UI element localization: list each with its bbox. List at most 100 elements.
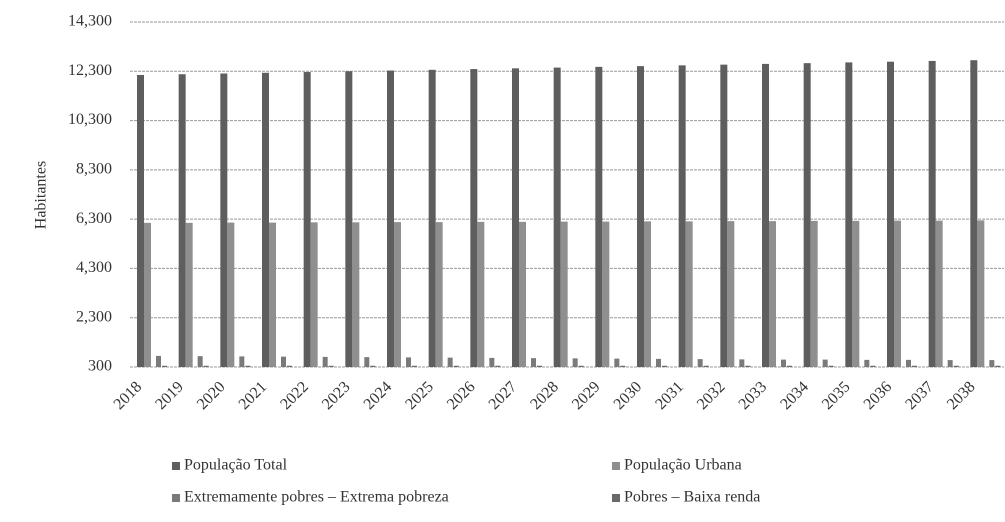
x-tick-label: 2038 — [944, 378, 979, 413]
x-tick-label: 2032 — [694, 378, 729, 413]
bar — [489, 357, 495, 367]
bar — [162, 365, 167, 367]
bar — [970, 60, 978, 367]
y-tick-label: 14,300 — [68, 13, 112, 30]
legend-label: Extremamente pobres – Extrema pobreza — [184, 489, 449, 506]
x-tick-label: 2018 — [111, 378, 146, 413]
legend-label: População Total — [184, 457, 288, 474]
bar — [328, 365, 334, 367]
legend-swatch — [172, 494, 180, 502]
x-tick-label: 2028 — [527, 378, 562, 413]
bar — [935, 220, 943, 367]
bar — [245, 365, 251, 367]
bar — [428, 69, 436, 368]
bar — [185, 222, 193, 367]
bar — [364, 357, 370, 367]
y-axis-label: Habitantes — [33, 161, 50, 229]
bar — [137, 74, 144, 367]
x-tick-label: 2031 — [652, 378, 687, 413]
bar — [906, 359, 911, 367]
bar — [512, 68, 519, 367]
x-tick-label: 2022 — [277, 378, 312, 413]
bar — [203, 365, 209, 367]
legend-swatch — [612, 494, 620, 502]
bar — [519, 221, 526, 367]
bar — [322, 356, 328, 367]
bar — [578, 365, 584, 367]
bar — [435, 222, 443, 367]
x-tick-label: 2020 — [194, 378, 229, 413]
bar — [781, 359, 786, 367]
x-tick-label: 2033 — [736, 378, 771, 413]
x-tick-label: 2019 — [152, 378, 187, 413]
y-tick-label: 10,300 — [68, 111, 112, 128]
x-tick-label: 2026 — [444, 378, 479, 413]
y-tick-label: 12,300 — [68, 62, 112, 79]
y-tick-label: 4,300 — [76, 259, 112, 276]
y-tick-label: 2,300 — [76, 308, 112, 325]
bar — [352, 222, 360, 367]
bar — [178, 74, 186, 367]
bar — [697, 359, 703, 367]
bar — [662, 365, 667, 367]
bar — [977, 220, 985, 367]
bar — [769, 221, 776, 367]
bar — [614, 358, 620, 367]
bar — [845, 62, 853, 368]
bar — [239, 356, 245, 367]
bar — [310, 222, 318, 367]
bar — [560, 221, 568, 367]
x-tick-label: 2027 — [486, 378, 521, 413]
bar — [531, 358, 536, 367]
bar — [453, 365, 459, 367]
bar — [870, 365, 876, 367]
legend-swatch — [172, 462, 180, 470]
bar — [727, 221, 735, 367]
bar — [387, 70, 394, 368]
x-tick-label: 2023 — [319, 378, 354, 413]
bar — [197, 356, 203, 367]
bar — [762, 63, 769, 368]
bar — [477, 221, 485, 367]
bar — [303, 72, 311, 368]
bar — [227, 222, 235, 367]
legend-swatch — [612, 462, 620, 470]
bar — [281, 356, 286, 367]
bar — [828, 365, 834, 367]
x-tick-label: 2029 — [569, 378, 604, 413]
x-tick-label: 2037 — [902, 378, 937, 413]
x-tick-label: 2035 — [819, 378, 854, 413]
bar — [620, 365, 626, 367]
bar — [928, 60, 936, 367]
bar — [852, 220, 860, 367]
bar — [287, 365, 292, 367]
bar — [637, 66, 644, 367]
y-tick-label: 8,300 — [76, 161, 112, 178]
bar — [412, 365, 417, 367]
bar — [572, 358, 578, 367]
x-tick-label: 2024 — [361, 378, 396, 413]
bar — [269, 222, 276, 367]
bar — [144, 222, 151, 367]
bar — [394, 222, 401, 367]
x-tick-label: 2021 — [236, 378, 271, 413]
bar — [995, 365, 1001, 367]
legend-label: Pobres – Baixa renda — [624, 489, 760, 506]
bar — [220, 73, 228, 367]
y-tick-label: 300 — [88, 358, 112, 375]
bar — [810, 220, 818, 367]
bar — [447, 357, 453, 367]
bar — [912, 365, 917, 367]
bar — [894, 220, 901, 367]
bar — [595, 66, 603, 367]
bar — [803, 63, 811, 368]
bar — [656, 358, 661, 367]
x-tick-label: 2030 — [611, 378, 646, 413]
bar — [703, 365, 709, 367]
legend-label: População Urbana — [624, 457, 742, 474]
bar — [822, 359, 828, 367]
x-tick-label: 2025 — [402, 378, 437, 413]
bar — [370, 365, 376, 367]
bar — [887, 61, 894, 368]
